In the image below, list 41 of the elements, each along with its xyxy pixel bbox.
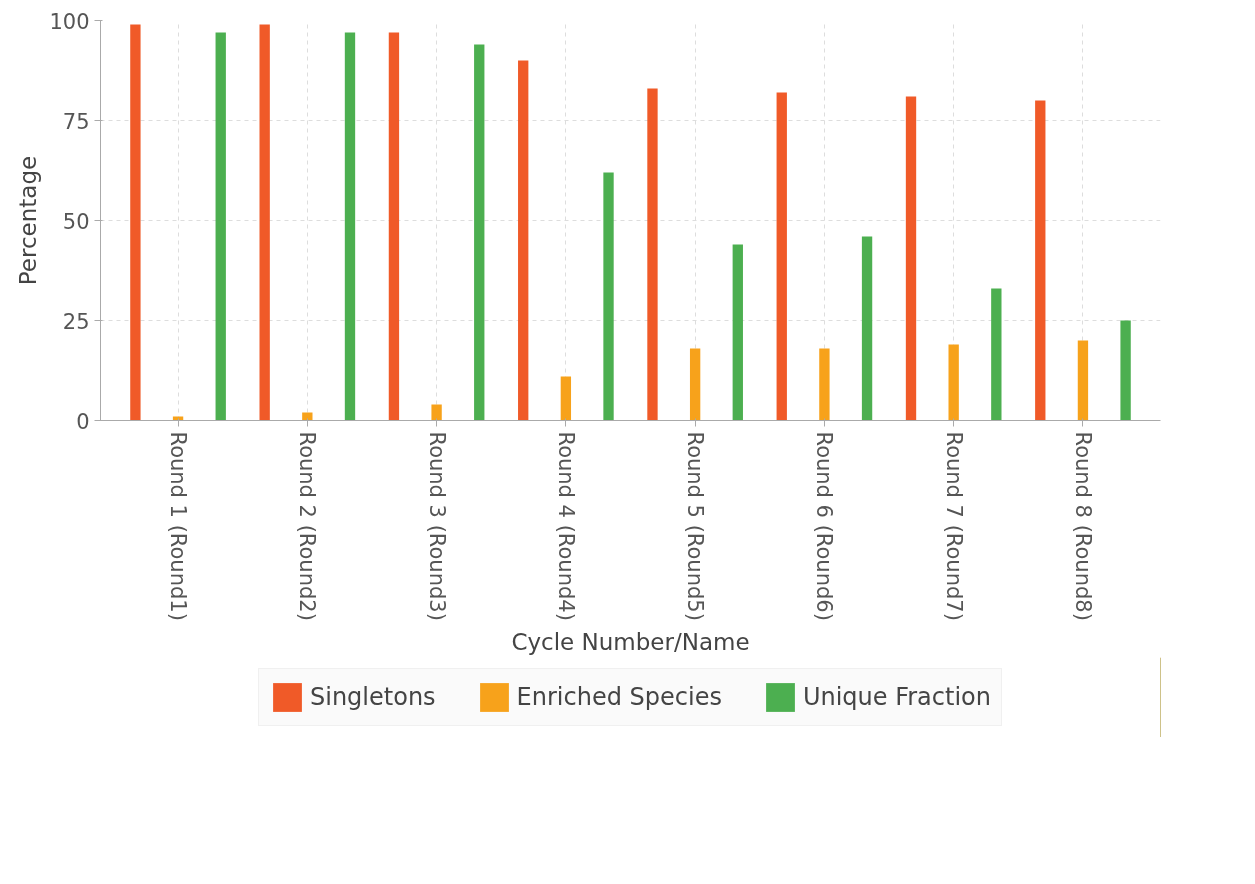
bar — [518, 60, 529, 421]
bar — [776, 92, 787, 421]
legend-label: Singletons — [310, 683, 436, 711]
y-tick-label: 0 — [76, 409, 90, 434]
bar — [1120, 320, 1131, 421]
bar — [130, 24, 141, 421]
bar — [991, 288, 1002, 421]
bar — [603, 172, 614, 421]
y-tick-label: 50 — [62, 209, 90, 234]
x-tick-label: Round 2 (Round2) — [295, 431, 320, 621]
x-tick-label: Round 4 (Round4) — [553, 431, 578, 621]
x-tick-label: Round 7 (Round7) — [941, 431, 966, 621]
x-tick-label: Round 6 (Round6) — [812, 431, 837, 621]
bar — [948, 344, 959, 421]
y-tick-label: 25 — [62, 309, 90, 334]
legend-label: Unique Fraction — [802, 683, 991, 711]
legend-label: Enriched Species — [516, 683, 722, 711]
bar — [689, 348, 701, 421]
bar — [905, 96, 917, 421]
y-tick-label: 100 — [49, 9, 90, 34]
bar — [560, 376, 572, 421]
bar — [819, 348, 830, 421]
bar — [302, 412, 313, 421]
bar — [647, 88, 658, 421]
bar — [732, 244, 743, 421]
x-tick-label: Round 5 (Round5) — [683, 431, 708, 621]
x-tick-label: Round 8 (Round8) — [1070, 431, 1095, 621]
bar — [388, 32, 400, 421]
bar — [474, 44, 485, 421]
x-tick-label: Round 3 (Round3) — [424, 431, 449, 621]
bar — [259, 24, 270, 421]
bar — [861, 236, 873, 421]
y-axis-title: Percentage — [15, 155, 42, 286]
bar — [1077, 340, 1089, 421]
bar — [431, 404, 442, 421]
bar — [1035, 100, 1046, 421]
x-tick-label: Round 1 (Round1) — [166, 431, 191, 621]
x-axis-title: Cycle Number/Name — [511, 628, 750, 655]
bar — [215, 32, 226, 421]
bar — [344, 32, 356, 421]
y-tick-label: 75 — [62, 109, 90, 134]
